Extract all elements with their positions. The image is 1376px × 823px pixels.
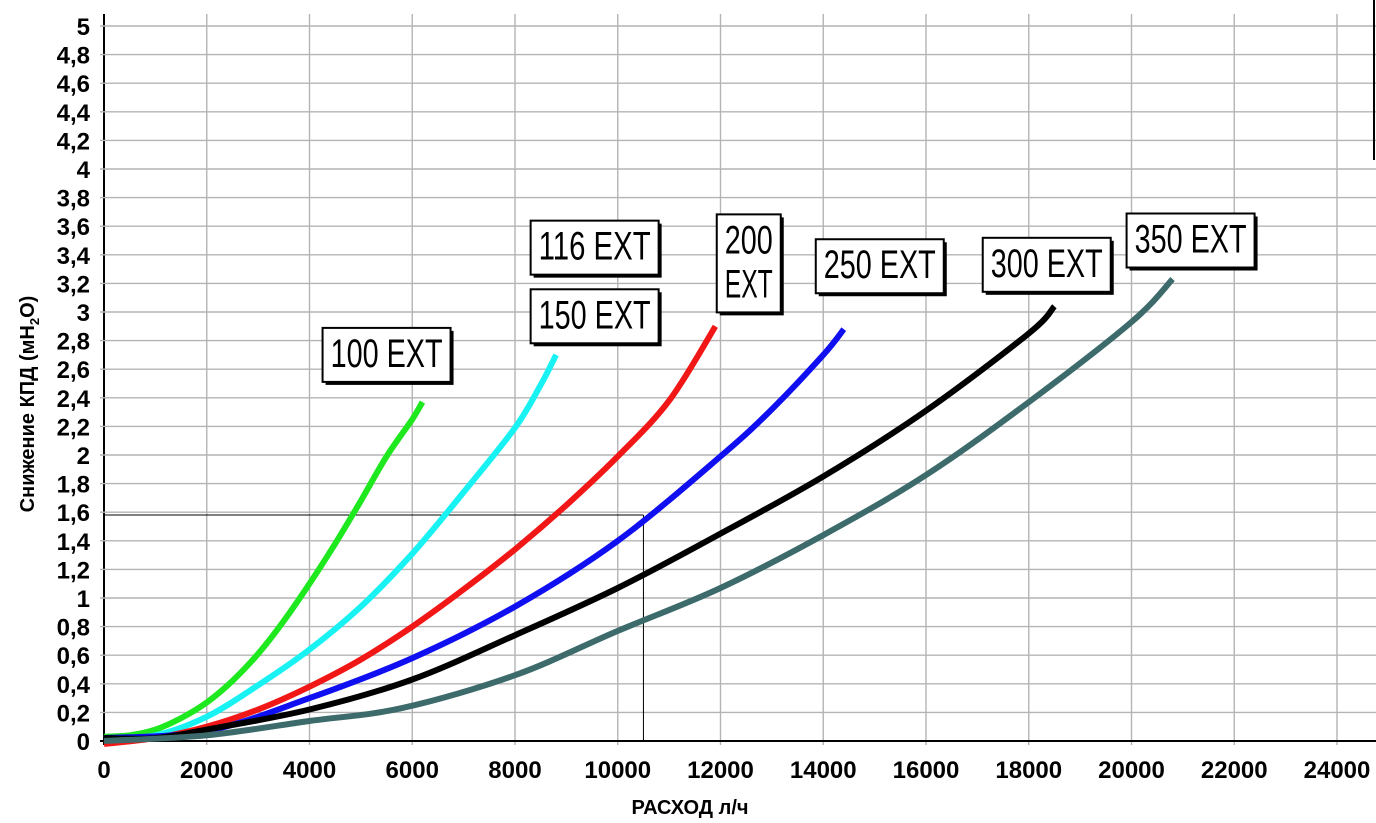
y-tick-label: 0,8 (57, 615, 90, 642)
series-line-300-ext (103, 304, 1057, 742)
series-line-100-ext (103, 400, 426, 740)
series-label-box (715, 213, 782, 314)
y-axis-label: Снижение КПД (мН2О) (17, 296, 42, 513)
grid (100, 14, 1376, 745)
series-line-116-ext (103, 353, 559, 742)
series-label-text: 100 EXT (331, 332, 443, 376)
series-label-100-ext: 100 EXT (321, 326, 454, 385)
x-tick-label: 10000 (584, 757, 651, 784)
y-tick-label: 1 (77, 586, 90, 613)
x-tick-label: 24000 (1304, 757, 1371, 784)
series-label-text: 250 EXT (824, 243, 936, 287)
series-label-250-ext: 250 EXT (814, 238, 947, 297)
x-tick-label: 20000 (1098, 757, 1165, 784)
x-tick-label: 18000 (995, 757, 1062, 784)
y-tick-label: 2,2 (57, 414, 90, 441)
y-tick-label: 0,6 (57, 643, 90, 670)
series-label-box (321, 326, 452, 383)
y-tick-label: 2 (77, 443, 90, 470)
reference-lines (104, 514, 644, 741)
series-label-116-ext: 116 EXT (529, 219, 662, 278)
series-label-box (529, 288, 660, 345)
y-tick-label: 4 (77, 157, 91, 184)
y-tick-label: 2,6 (57, 357, 90, 384)
y-axis-label-main: Снижение КПД (мН (17, 325, 39, 512)
series-lines (103, 277, 1175, 747)
y-tick-label: 0,4 (57, 672, 91, 699)
y-axis-label-tail: О) (17, 296, 39, 318)
series-label-text: 116 EXT (539, 225, 651, 269)
x-tick-label: 4000 (283, 757, 336, 784)
y-tick-label: 2,8 (57, 329, 90, 356)
y-tick-label: 2,4 (57, 386, 91, 413)
y-tick-label: 0 (77, 729, 90, 756)
y-axis-label-sub: 2 (27, 318, 42, 325)
x-tick-label: 12000 (687, 757, 754, 784)
series-label-box (981, 236, 1112, 293)
y-tick-label: 3 (77, 300, 90, 327)
x-tick-labels: 0 2000 4000 6000 8000 10000 12000 14000 16000 180… (97, 757, 1370, 784)
y-tick-labels: 00,20,40,60,811,21,41,61,822,22,42,62,83… (57, 14, 91, 756)
x-tick-label: 16000 (893, 757, 960, 784)
y-tick-label: 5 (77, 14, 90, 41)
series-label-text: 200 (725, 218, 773, 262)
series-line-350-ext (103, 277, 1175, 744)
y-tick-label: 3,6 (57, 214, 90, 241)
series-label-text: 300 EXT (991, 242, 1103, 286)
x-tick-label: 8000 (488, 757, 541, 784)
y-tick-label: 1,2 (57, 557, 90, 584)
y-tick-label: 4,6 (57, 71, 90, 98)
x-tick-label: 6000 (386, 757, 439, 784)
series-label-text: 350 EXT (1135, 218, 1247, 262)
series-label-text: EXT (725, 262, 773, 306)
x-axis-label: РАСХОД л/ч (631, 797, 748, 819)
series-label-300-ext: 300 EXT (981, 236, 1114, 295)
y-tick-label: 1,8 (57, 472, 90, 499)
x-tick-label: 2000 (180, 757, 233, 784)
y-tick-label: 3,2 (57, 271, 90, 298)
series-label-150-ext: 150 EXT (529, 288, 662, 347)
y-tick-label: 4,2 (57, 128, 90, 155)
series-line-250-ext (103, 327, 847, 742)
y-tick-label: 3,8 (57, 186, 90, 213)
x-tick-label: 0 (97, 757, 110, 784)
y-tick-label: 3,4 (57, 243, 91, 270)
y-tick-label: 1,6 (57, 500, 90, 527)
series-label-350-ext: 350 EXT (1125, 212, 1258, 271)
y-tick-label: 0,2 (57, 700, 90, 727)
series-label-text: 150 EXT (539, 293, 651, 337)
series-label-box (814, 238, 945, 295)
series-label-box (529, 219, 660, 276)
y-tick-label: 4,4 (57, 100, 91, 127)
x-tick-label: 14000 (790, 757, 857, 784)
series-label-box (1125, 212, 1256, 269)
x-tick-label: 22000 (1201, 757, 1268, 784)
y-tick-label: 4,8 (57, 43, 90, 70)
y-tick-label: 1,4 (57, 529, 91, 556)
